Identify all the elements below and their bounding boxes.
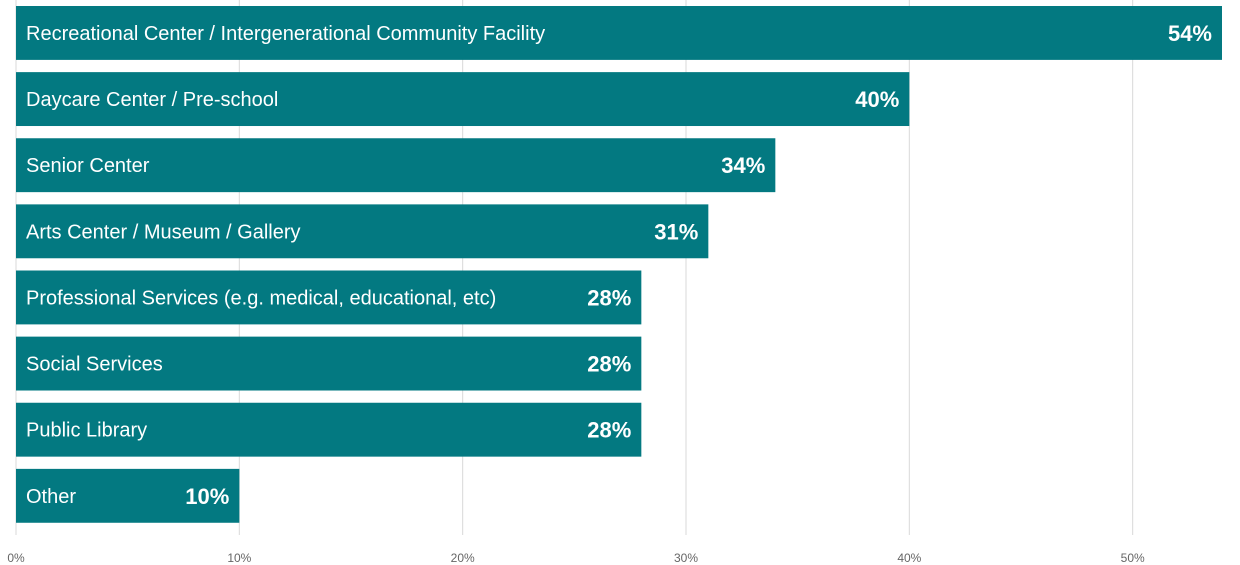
bar-category-label: Daycare Center / Pre-school — [26, 89, 278, 111]
bar-value-label: 31% — [654, 219, 698, 244]
bar — [16, 204, 709, 259]
bar-value-label: 28% — [587, 418, 631, 443]
bar-category-label: Arts Center / Museum / Gallery — [26, 221, 301, 243]
bar — [16, 402, 642, 457]
bar — [16, 270, 642, 325]
bar-value-label: 28% — [587, 352, 631, 377]
x-tick-label: 40% — [897, 551, 921, 565]
bar-category-label: Recreational Center / Intergenerational … — [26, 23, 545, 45]
bar — [16, 468, 240, 523]
bar-category-label: Professional Services (e.g. medical, edu… — [26, 287, 496, 309]
x-tick-label: 0% — [7, 551, 25, 565]
bar-category-label: Other — [26, 486, 76, 508]
x-tick-label: 20% — [451, 551, 475, 565]
bar-category-label: Public Library — [26, 420, 147, 442]
bar — [16, 138, 776, 193]
bar-value-label: 54% — [1168, 21, 1212, 46]
bar-value-label: 34% — [721, 153, 765, 178]
bar-value-label: 40% — [855, 87, 899, 112]
bar-category-label: Senior Center — [26, 155, 150, 177]
bar-category-label: Social Services — [26, 354, 163, 376]
bar-value-label: 10% — [185, 484, 229, 509]
x-axis-ticks: 0% 10% 20% 30% 40% 50% — [7, 551, 1145, 565]
bar — [16, 72, 910, 127]
bar-value-label: 28% — [587, 285, 631, 310]
x-tick-label: 10% — [227, 551, 251, 565]
bar — [16, 336, 642, 391]
bar — [16, 6, 1222, 60]
bar-layer: Recreational Center / Intergenerational … — [16, 6, 1222, 523]
x-tick-label: 50% — [1121, 551, 1145, 565]
x-tick-label: 30% — [674, 551, 698, 565]
